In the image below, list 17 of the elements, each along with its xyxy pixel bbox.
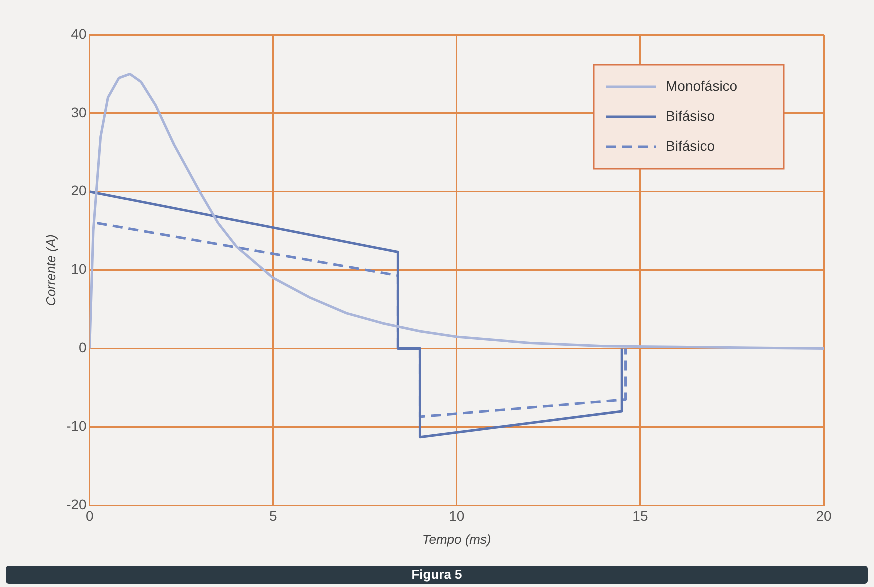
x-axis-title: Tempo (ms) xyxy=(422,532,492,547)
legend-label: Bifásiso xyxy=(666,108,716,124)
x-tick-label: 5 xyxy=(269,508,278,524)
y-tick-label: 20 xyxy=(71,182,88,199)
legend-label: Bifásico xyxy=(666,138,716,154)
y-tick-label: 0 xyxy=(79,340,88,356)
legend-label: Monofásico xyxy=(666,78,738,94)
text: Figura 5 xyxy=(6,566,868,584)
y-tick-label: 30 xyxy=(71,104,88,120)
x-tick-label: 15 xyxy=(632,508,648,524)
x-tick-label: 20 xyxy=(816,508,832,524)
y-axis-title: Corrente (A) xyxy=(43,234,58,306)
y-tick-label: -10 xyxy=(66,418,88,434)
x-tick-label: 10 xyxy=(449,508,465,524)
y-tick-label: -20 xyxy=(66,496,88,512)
y-tick-label: 40 xyxy=(71,26,88,42)
y-tick-label: 10 xyxy=(71,261,88,278)
